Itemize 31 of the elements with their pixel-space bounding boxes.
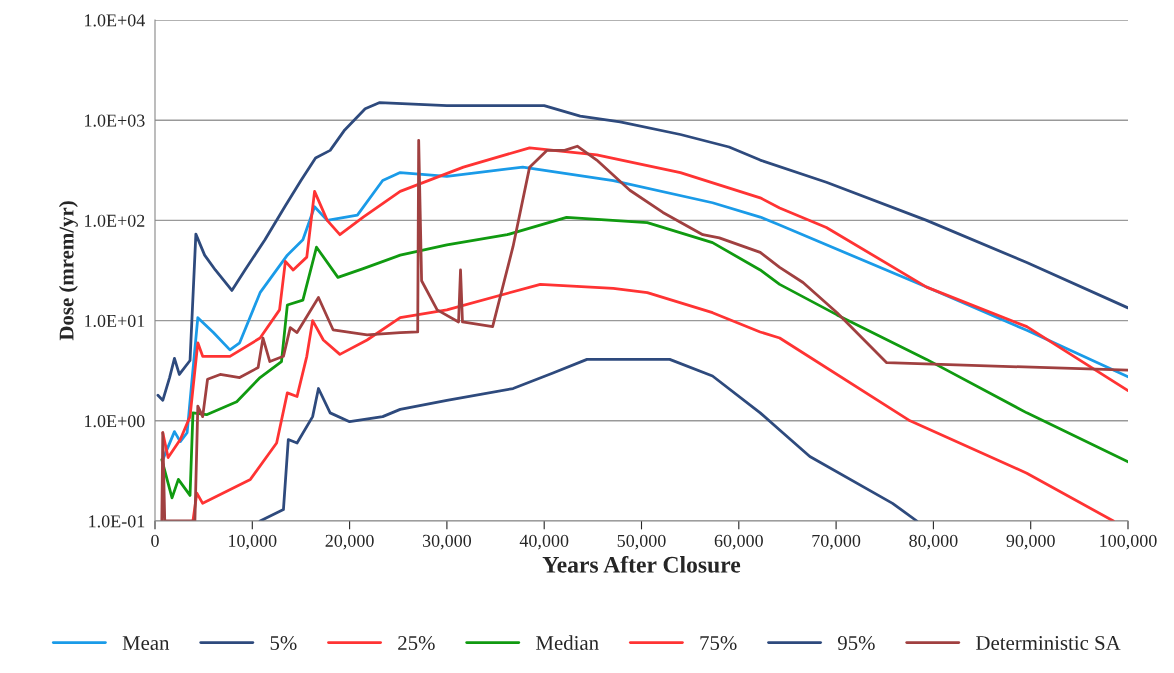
x-tick-label: 70,000 (812, 534, 861, 550)
y-tick-label: 1.0E-01 (89, 515, 145, 528)
y-tick-label: 1.0E+02 (85, 214, 145, 227)
legend-label: 95% (837, 635, 875, 651)
legend-label: Deterministic SA (976, 636, 1121, 651)
y-tick-label: 1.0E+04 (85, 14, 145, 27)
x-tick-label: 60,000 (714, 534, 763, 550)
line-series (191, 282, 1115, 521)
line-series (160, 138, 1128, 521)
y-tick-label: 1.0E+00 (85, 415, 145, 428)
y-tick-label: 1.0E+01 (85, 314, 145, 328)
x-tick-label: 10,000 (229, 534, 277, 550)
x-tick-label: 50,000 (617, 534, 666, 550)
x-tick-label: 20,000 (325, 534, 374, 550)
line-series (156, 101, 1128, 402)
x-tick-label: 30,000 (422, 534, 472, 550)
line-series (258, 358, 919, 521)
x-axis-title: Years After Closure (542, 555, 741, 573)
x-tick-label: 80,000 (909, 534, 958, 550)
legend-label: Median (536, 635, 599, 651)
x-tick-label: 40,000 (519, 534, 569, 550)
legend-label: 75% (700, 635, 737, 651)
legend-label: Mean (122, 636, 170, 651)
line-series (160, 216, 1128, 500)
x-tick-label: 100,000 (1100, 534, 1157, 550)
y-axis-title: Dose (mrem/yr) (58, 201, 78, 341)
legend-label: 25% (398, 635, 435, 651)
x-tick-label: 0 (151, 534, 159, 547)
x-tick-label: 90,000 (1006, 534, 1055, 550)
legend-label: 5% (270, 635, 297, 651)
y-tick-label: 1.0E+03 (85, 114, 145, 127)
